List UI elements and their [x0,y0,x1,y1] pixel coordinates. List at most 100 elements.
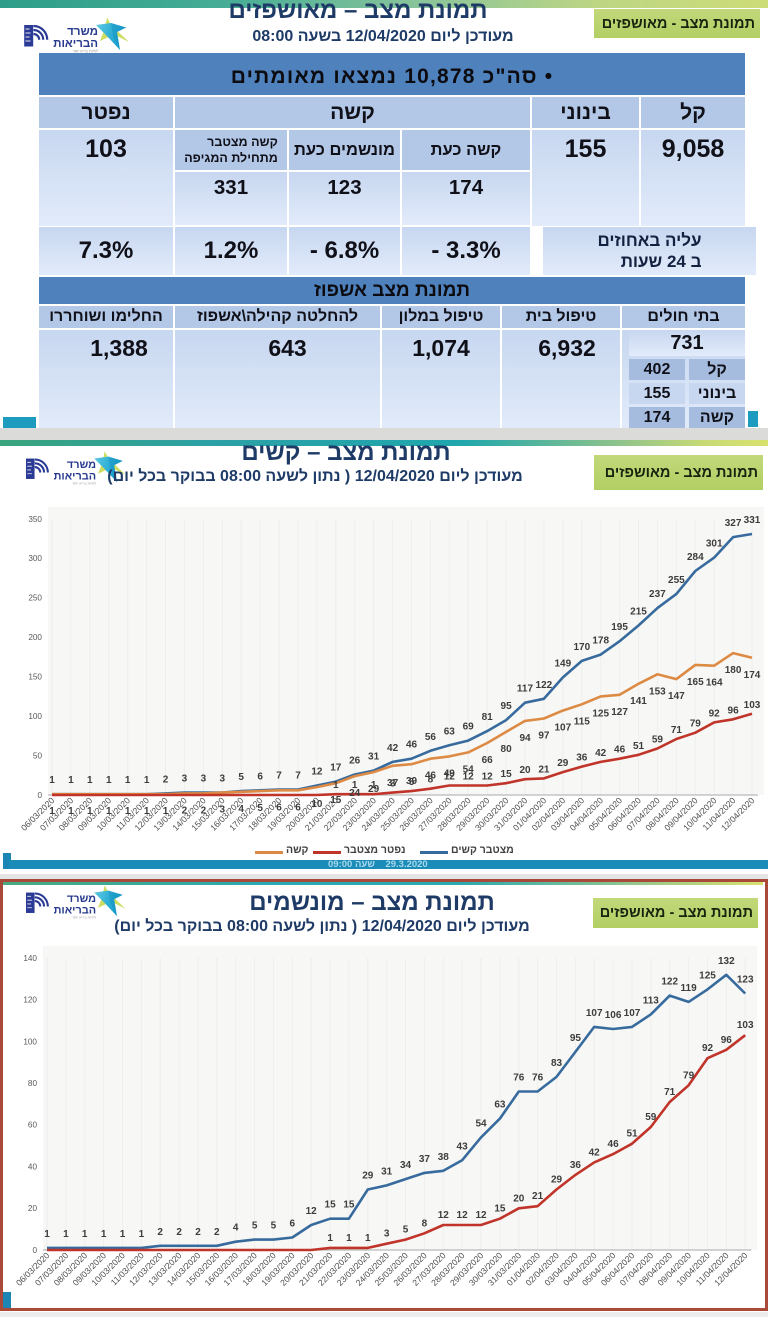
svg-text:36: 36 [570,1160,582,1171]
svg-text:46: 46 [406,740,418,751]
svg-text:79: 79 [690,719,702,730]
svg-text:21: 21 [538,764,550,775]
svg-text:103: 103 [744,700,761,711]
svg-text:1: 1 [68,775,74,786]
svg-text:1: 1 [333,780,339,791]
svg-text:3: 3 [384,1229,390,1240]
svg-text:1: 1 [87,775,93,786]
svg-text:15: 15 [330,795,342,806]
svg-text:34: 34 [400,1160,412,1171]
svg-text:29: 29 [557,758,569,769]
svg-text:הבריאות: הבריאות [53,38,98,50]
svg-text:2: 2 [195,1227,201,1238]
svg-text:46: 46 [608,1139,620,1150]
svg-text:2: 2 [163,774,169,785]
svg-text:63: 63 [494,1100,506,1111]
svg-text:284: 284 [687,552,704,563]
svg-text:39: 39 [406,776,418,787]
svg-text:180: 180 [725,665,742,676]
svg-text:1: 1 [144,806,150,817]
svg-text:1: 1 [101,1229,107,1240]
svg-text:178: 178 [592,636,609,647]
svg-text:147: 147 [668,691,685,702]
svg-text:0: 0 [32,1246,37,1255]
svg-text:94: 94 [519,733,531,744]
svg-text:3: 3 [390,779,396,790]
svg-text:96: 96 [728,705,740,716]
svg-text:170: 170 [573,642,590,653]
svg-text:3: 3 [220,774,226,785]
svg-text:5: 5 [271,1221,277,1232]
svg-text:59: 59 [645,1112,657,1123]
svg-text:1: 1 [125,806,131,817]
svg-text:54: 54 [475,1118,487,1129]
svg-text:לחיות בריא יותר: לחיות בריא יותר [72,482,96,486]
svg-text:5: 5 [403,1225,409,1236]
svg-text:250: 250 [28,594,42,603]
svg-text:141: 141 [630,696,647,707]
svg-text:12: 12 [457,1210,469,1221]
svg-text:122: 122 [661,977,678,988]
svg-text:2: 2 [214,1227,220,1238]
svg-text:113: 113 [643,995,660,1006]
svg-text:127: 127 [611,707,628,718]
svg-text:119: 119 [681,983,698,994]
svg-text:6: 6 [276,802,282,813]
svg-text:4: 4 [233,1223,239,1234]
svg-text:97: 97 [538,731,550,742]
svg-text:49: 49 [444,768,456,779]
svg-text:1: 1 [120,1229,126,1240]
svg-text:96: 96 [721,1035,733,1046]
svg-text:69: 69 [463,722,475,733]
svg-text:1: 1 [63,1229,69,1240]
svg-text:31: 31 [381,1166,393,1177]
svg-text:1: 1 [68,806,74,817]
svg-text:17: 17 [330,763,342,774]
svg-text:31: 31 [368,752,380,763]
svg-text:1: 1 [44,1229,50,1240]
svg-text:76: 76 [532,1073,544,1084]
svg-text:350: 350 [28,515,42,524]
svg-text:100: 100 [23,1037,37,1046]
svg-text:80: 80 [28,1079,38,1088]
svg-text:20: 20 [519,765,531,776]
svg-text:300: 300 [28,554,42,563]
svg-text:71: 71 [664,1087,676,1098]
svg-text:42: 42 [387,743,399,754]
svg-text:51: 51 [626,1129,638,1140]
svg-text:174: 174 [744,670,761,681]
svg-text:3: 3 [182,774,188,785]
svg-text:26: 26 [349,756,361,767]
svg-text:215: 215 [630,607,647,618]
svg-text:7: 7 [276,771,282,782]
svg-text:50: 50 [33,751,43,760]
svg-text:2: 2 [182,805,188,816]
svg-text:5: 5 [409,777,415,788]
svg-text:66: 66 [482,755,494,766]
svg-text:95: 95 [501,701,513,712]
svg-text:255: 255 [668,575,685,586]
svg-text:15: 15 [343,1200,355,1211]
svg-text:51: 51 [633,741,645,752]
svg-text:הבריאות: הבריאות [54,470,97,482]
svg-text:107: 107 [586,1008,603,1019]
svg-text:149: 149 [554,659,571,670]
svg-text:71: 71 [671,725,683,736]
svg-text:92: 92 [702,1043,714,1054]
svg-text:1: 1 [327,1233,333,1244]
svg-text:הבריאות: הבריאות [54,904,97,916]
svg-text:95: 95 [570,1033,582,1044]
svg-text:120: 120 [23,996,37,1005]
svg-text:117: 117 [517,684,534,695]
svg-text:46: 46 [425,771,437,782]
svg-text:327: 327 [725,518,742,529]
svg-text:165: 165 [687,677,704,688]
svg-text:1: 1 [87,806,93,817]
svg-text:4: 4 [238,804,244,815]
svg-text:1: 1 [125,775,131,786]
svg-text:12: 12 [311,767,323,778]
svg-text:29: 29 [362,1171,374,1182]
svg-text:20: 20 [513,1193,525,1204]
svg-text:79: 79 [683,1070,695,1081]
svg-text:20: 20 [28,1204,38,1213]
